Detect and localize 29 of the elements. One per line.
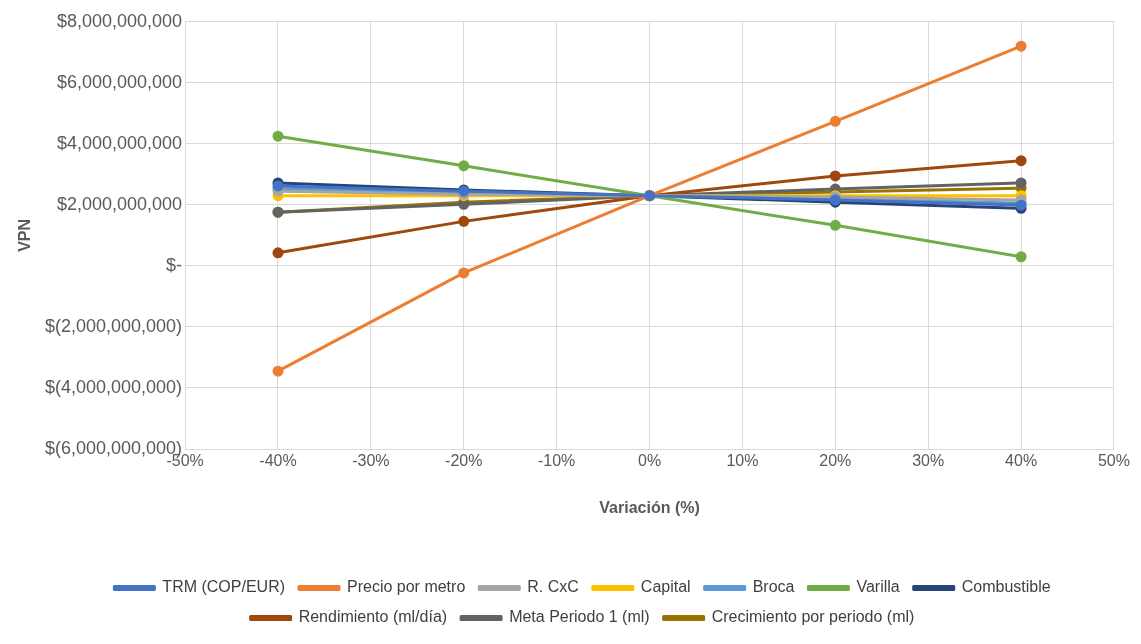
x-tick-label: -30%	[352, 452, 390, 470]
x-tick-label: -40%	[259, 452, 297, 470]
x-tick-label: 50%	[1097, 452, 1130, 470]
legend-label: TRM (COP/EUR)	[162, 578, 286, 596]
x-tick-label: 10%	[726, 452, 759, 470]
legend-label: Combustible	[961, 578, 1051, 596]
x-tick-label: 20%	[819, 452, 852, 470]
legend-label: Precio por metro	[347, 578, 466, 596]
legend-label: Capital	[640, 578, 691, 596]
y-axis-title: VPN	[16, 218, 34, 252]
y-tick-label: $6,000,000,000	[56, 71, 183, 92]
legend-label: Crecimiento por periodo (ml)	[711, 608, 915, 626]
x-axis-title: Variación (%)	[599, 499, 700, 517]
legend-label: Varilla	[856, 578, 900, 596]
y-tick-label: $4,000,000,000	[56, 132, 183, 153]
legend-label: Meta Periodo 1 (ml)	[509, 608, 650, 626]
legend-label: R. CxC	[527, 578, 579, 596]
x-tick-label: -20%	[445, 452, 483, 470]
x-tick-label: 30%	[912, 452, 945, 470]
legend-label: Broca	[752, 578, 795, 596]
legend-label: Rendimiento (ml/día)	[298, 608, 448, 626]
y-tick-label: $2,000,000,000	[56, 193, 183, 214]
y-tick-label: $8,000,000,000	[56, 10, 183, 31]
y-tick-label: $(4,000,000,000)	[45, 376, 183, 397]
x-tick-label: 40%	[1005, 452, 1038, 470]
x-tick-label: -10%	[537, 452, 576, 470]
x-tick-label: 0%	[637, 452, 662, 470]
y-tick-label: $-	[166, 254, 183, 275]
y-tick-label: $(2,000,000,000)	[45, 315, 183, 336]
